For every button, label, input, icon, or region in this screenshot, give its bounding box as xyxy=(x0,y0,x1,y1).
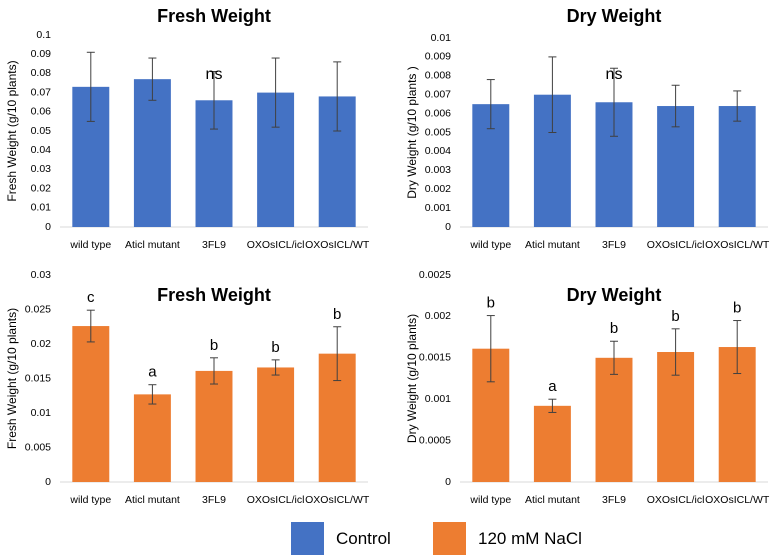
x-tick-label: Aticl mutant xyxy=(125,494,180,506)
y-tick-label: 0 xyxy=(45,221,51,233)
y-tick-label: 0.01 xyxy=(31,407,52,419)
x-tick-label: OXOsICL/icl xyxy=(247,494,305,506)
y-tick-label: 0.03 xyxy=(31,269,52,281)
chart-title: Dry Weight xyxy=(567,285,662,305)
x-tick-label: wild type xyxy=(69,494,111,506)
significance-letter: a xyxy=(548,378,557,395)
y-axis-label: Dry Weight (g/10 plants ) xyxy=(405,66,419,199)
y-tick-label: 0.008 xyxy=(425,70,451,82)
y-tick-label: 0.05 xyxy=(31,125,52,137)
y-tick-label: 0.025 xyxy=(25,303,51,315)
y-tick-label: 0.001 xyxy=(425,202,451,214)
x-tick-label: Aticl mutant xyxy=(125,239,180,251)
x-tick-label: OXOsICL/WT xyxy=(705,494,770,506)
y-tick-label: 0.0005 xyxy=(419,434,451,446)
y-tick-label: 0.002 xyxy=(425,310,451,322)
legend-control-swatch xyxy=(291,522,324,555)
significance-letter: c xyxy=(87,289,95,306)
x-tick-label: 3FL9 xyxy=(202,494,226,506)
significance-letter: b xyxy=(610,320,618,337)
y-tick-label: 0.005 xyxy=(25,441,51,453)
x-tick-label: Aticl mutant xyxy=(525,494,580,506)
significance-letter: a xyxy=(148,364,157,381)
significance-letter: b xyxy=(333,306,341,323)
bar xyxy=(72,326,110,482)
y-tick-label: 0.006 xyxy=(425,107,451,119)
x-tick-label: OXOsICL/icl xyxy=(247,239,305,251)
y-tick-label: 0.007 xyxy=(425,88,451,100)
y-tick-label: 0.08 xyxy=(31,67,52,79)
x-tick-label: 3FL9 xyxy=(202,239,226,251)
x-tick-label: OXOsICL/WT xyxy=(305,494,370,506)
y-tick-label: 0.07 xyxy=(31,86,52,98)
y-tick-label: 0 xyxy=(445,476,451,488)
y-tick-label: 0 xyxy=(445,221,451,233)
y-tick-label: 0.009 xyxy=(425,51,451,63)
significance-letter: b xyxy=(733,300,741,317)
chart-title: Fresh Weight xyxy=(157,6,271,26)
y-tick-label: 0.1 xyxy=(36,29,51,41)
legend-control: Control xyxy=(291,522,391,555)
bar xyxy=(595,357,633,482)
legend-nacl-label: 120 mM NaCl xyxy=(478,528,582,548)
y-tick-label: 0.01 xyxy=(431,32,452,44)
y-tick-label: 0.04 xyxy=(31,144,52,156)
legend-control-label: Control xyxy=(336,528,391,548)
bar xyxy=(533,405,571,482)
significance-letter: b xyxy=(671,308,679,325)
x-tick-label: wild type xyxy=(69,239,111,251)
significance-letter: b xyxy=(487,295,495,312)
significance-letter: b xyxy=(210,337,218,354)
x-tick-label: OXOsICL/WT xyxy=(705,239,770,251)
y-tick-label: 0.02 xyxy=(31,338,52,350)
bar xyxy=(257,367,295,482)
y-tick-label: 0.001 xyxy=(425,393,451,405)
legend-nacl: 120 mM NaCl xyxy=(433,522,582,555)
x-tick-label: wild type xyxy=(469,239,511,251)
ns-annotation: ns xyxy=(606,66,623,83)
y-axis-label: Dry Weight (g/10 plants) xyxy=(405,314,419,443)
x-tick-label: wild type xyxy=(469,494,511,506)
x-tick-label: OXOsICL/icl xyxy=(647,239,705,251)
y-axis-label: Fresh Weight (g/10 plants) xyxy=(5,60,19,201)
y-tick-label: 0.01 xyxy=(31,202,52,214)
x-tick-label: 3FL9 xyxy=(602,239,626,251)
bar xyxy=(718,106,756,227)
bar xyxy=(133,79,171,227)
legend-nacl-swatch xyxy=(433,522,466,555)
y-tick-label: 0.0025 xyxy=(419,269,451,281)
chart-title: Fresh Weight xyxy=(157,285,271,305)
bar xyxy=(195,370,233,482)
y-tick-label: 0.002 xyxy=(425,183,451,195)
y-axis-label: Fresh Weight (g/10 plants) xyxy=(5,308,19,449)
y-tick-label: 0.003 xyxy=(425,164,451,176)
y-tick-label: 0.09 xyxy=(31,48,52,60)
y-tick-label: 0.0015 xyxy=(419,352,451,364)
y-tick-label: 0.03 xyxy=(31,163,52,175)
y-tick-label: 0.015 xyxy=(25,372,51,384)
bar xyxy=(133,394,171,482)
x-tick-label: Aticl mutant xyxy=(525,239,580,251)
y-tick-label: 0.004 xyxy=(425,145,451,157)
x-tick-label: OXOsICL/icl xyxy=(647,494,705,506)
x-tick-label: 3FL9 xyxy=(602,494,626,506)
y-tick-label: 0.005 xyxy=(425,126,451,138)
chart-title: Dry Weight xyxy=(567,6,662,26)
y-tick-label: 0.02 xyxy=(31,182,52,194)
ns-annotation: ns xyxy=(206,66,223,83)
y-tick-label: 0 xyxy=(45,476,51,488)
y-tick-label: 0.06 xyxy=(31,106,52,118)
significance-letter: b xyxy=(271,339,279,356)
x-tick-label: OXOsICL/WT xyxy=(305,239,370,251)
